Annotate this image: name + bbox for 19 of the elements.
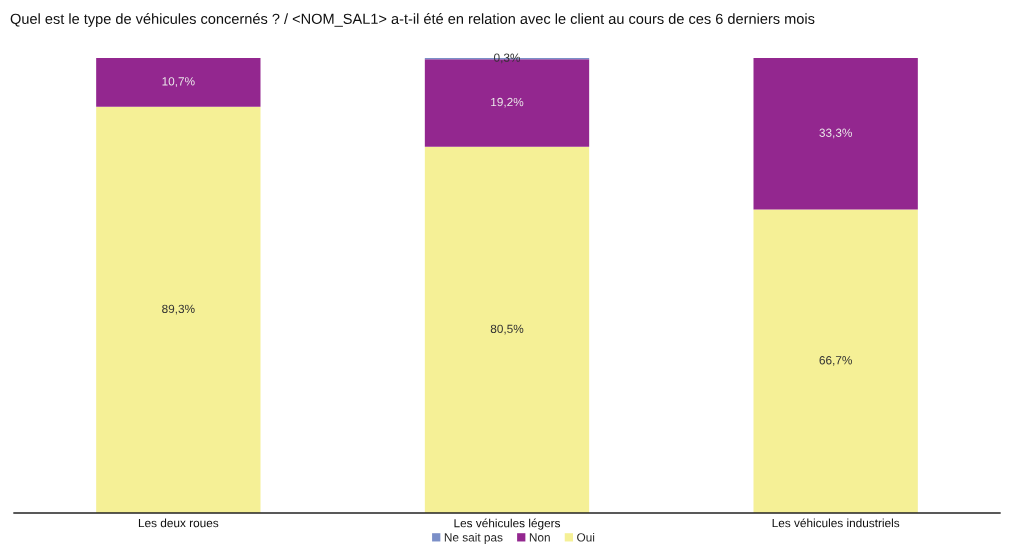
data-label: 0,3%	[494, 53, 521, 64]
x-tick-label: Les deux roues	[138, 518, 219, 528]
chart-title: Quel est le type de véhicules concernés ? / <NOM_SAL1> a-t-il été en relation avec le client au cours de ces 6 derniers mois	[10, 13, 815, 27]
bar	[753, 58, 918, 210]
legend-label: Oui	[577, 532, 595, 542]
x-tick-label: Les véhicules industriels	[772, 518, 900, 528]
bar	[424, 146, 590, 513]
bar	[753, 209, 918, 513]
bar	[96, 58, 261, 107]
data-label: 19,2%	[491, 97, 524, 108]
data-label: 10,7%	[162, 77, 195, 87]
x-tick-label: Les véhicules légers	[454, 518, 561, 530]
data-label: 66,7%	[819, 356, 852, 366]
legend-label: Non	[529, 533, 550, 542]
data-label: 33,3%	[819, 128, 852, 139]
data-label: 89,3%	[162, 304, 195, 315]
data-label: 80,5%	[490, 324, 524, 335]
legend-label: Ne sait pas	[444, 532, 503, 544]
bar	[96, 106, 261, 513]
